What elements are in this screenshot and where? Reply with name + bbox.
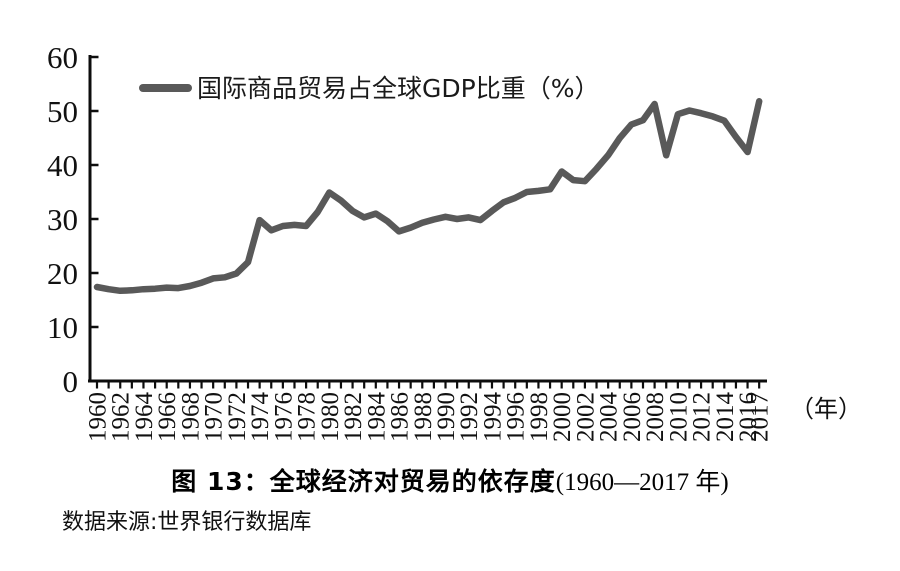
legend-label: 国际商品贸易占全球GDP比重（%） (197, 74, 599, 103)
y-tick-label: 40 (47, 148, 78, 183)
x-tick-label: 1988 (410, 392, 437, 442)
x-tick-label: 1994 (479, 392, 506, 443)
x-axis-unit-label: （年） (790, 396, 862, 423)
x-tick-label: 2014 (712, 392, 739, 443)
y-tick-label: 20 (47, 256, 78, 291)
x-tick-label: 1996 (503, 392, 530, 442)
x-tick-label: 1984 (363, 392, 390, 443)
x-tick-label: 1990 (433, 392, 460, 442)
y-tick-label: 0 (63, 364, 79, 399)
x-tick-label: 2012 (689, 392, 716, 442)
x-tick-label: 1978 (294, 392, 321, 442)
x-tick-label: 2004 (596, 392, 623, 443)
y-axis-labels: 0 10 20 30 40 50 60 (47, 40, 78, 399)
x-axis-labels: 1960196219641966196819701972197419761978… (85, 392, 774, 443)
x-tick-label: 1968 (177, 392, 204, 442)
x-tick-label: 2010 (665, 392, 692, 442)
y-tick-label: 10 (47, 310, 78, 345)
x-tick-label: 1960 (85, 392, 112, 442)
y-tick-label: 30 (47, 202, 78, 237)
x-tick-label: 2002 (572, 392, 599, 442)
x-tick-label: 1970 (201, 392, 228, 442)
x-tick-label: 2017 (747, 392, 774, 442)
x-tick-label: 1980 (317, 392, 344, 442)
x-tick-label: 1998 (526, 392, 553, 442)
x-tick-label: 2006 (619, 392, 646, 442)
y-tick-label: 60 (47, 40, 78, 75)
figure-caption-year-range: (1960—2017 年) (555, 469, 729, 496)
data-source-note: 数据来源:世界银行数据库 (62, 510, 312, 535)
figure-caption: 图 13：全球经济对贸易的依存度(1960—2017 年) (0, 462, 900, 498)
x-tick-label: 1976 (270, 392, 297, 442)
x-tick-label: 2008 (642, 392, 669, 442)
x-tick-label: 2000 (549, 392, 576, 442)
x-tick-label: 1972 (224, 392, 251, 442)
figure-caption-title: 图 13：全球经济对贸易的依存度 (171, 467, 556, 496)
x-tick-label: 1962 (108, 392, 135, 442)
x-tick-label: 1974 (247, 392, 274, 443)
trade-share-series-line (93, 98, 763, 295)
x-tick-label: 1992 (456, 392, 483, 442)
x-tick-label: 1986 (387, 392, 414, 442)
x-tick-label: 1966 (154, 392, 181, 442)
legend: 国际商品贸易占全球GDP比重（%） (139, 74, 599, 103)
x-tick-label: 1982 (340, 392, 367, 442)
y-tick-label: 50 (47, 94, 78, 129)
x-tick-label: 1964 (131, 392, 158, 443)
x-tick-label: 2016 (735, 392, 762, 442)
